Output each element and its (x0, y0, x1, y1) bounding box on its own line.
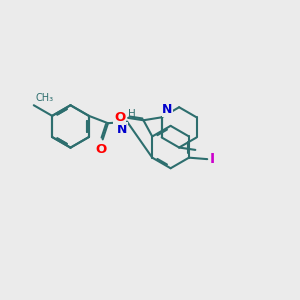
Text: O: O (96, 143, 107, 156)
Text: CH₃: CH₃ (35, 93, 53, 103)
Text: N: N (117, 123, 127, 136)
Text: H: H (128, 110, 136, 119)
Text: O: O (114, 111, 125, 124)
Text: N: N (162, 103, 172, 116)
Text: I: I (210, 152, 215, 166)
